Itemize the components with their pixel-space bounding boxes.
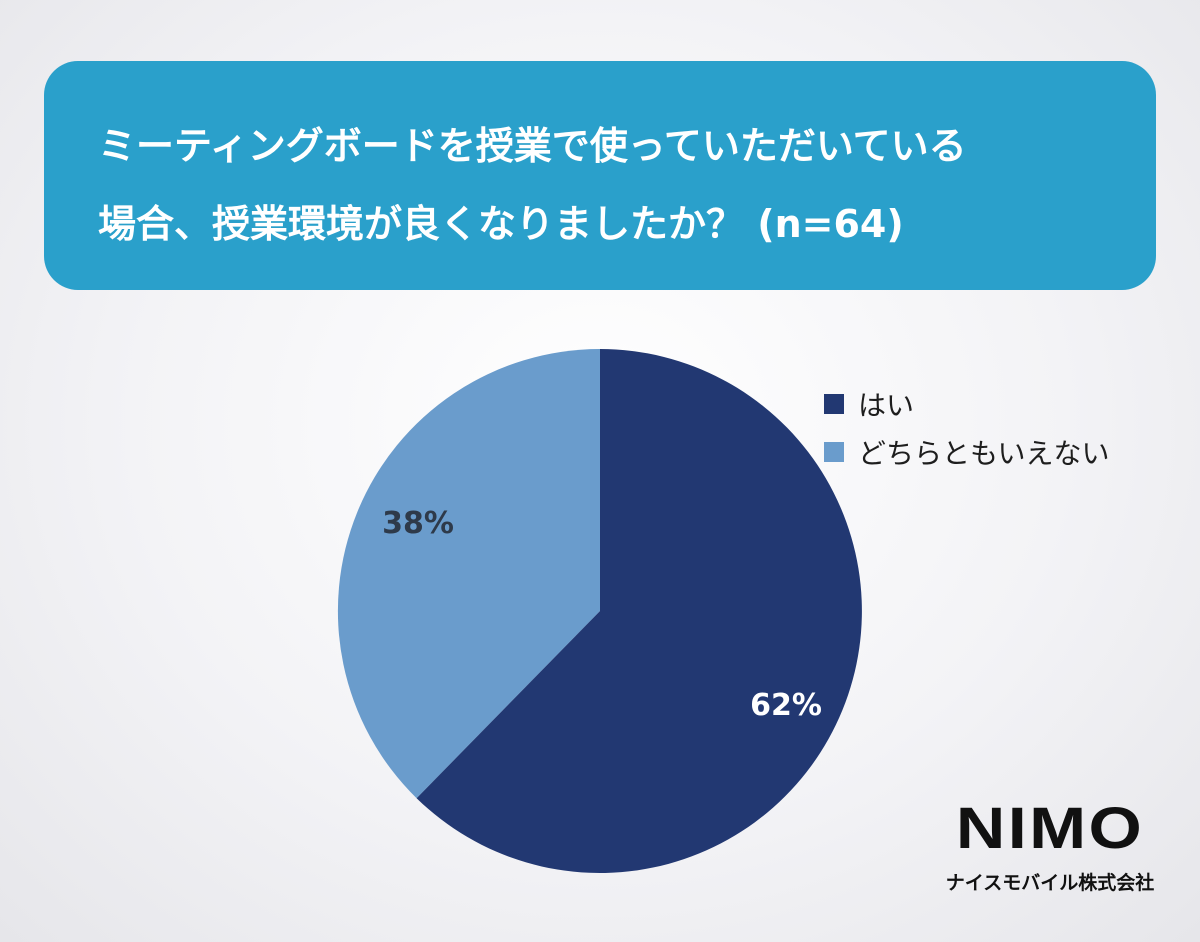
- legend-label: はい: [858, 389, 915, 422]
- legend-item-neutral: どちらともいえない: [824, 428, 1109, 476]
- pie-slice-yes: [416, 349, 862, 873]
- legend: はい どちらともいえない: [824, 380, 1109, 476]
- legend-label: どちらともいえない: [858, 437, 1110, 470]
- legend-item-yes: はい: [824, 380, 1109, 428]
- pie-slice-neutral: [337, 349, 600, 799]
- company-logo: NIMO ナイスモバイル株式会社: [940, 800, 1160, 895]
- title-banner: ミーティングボードを授業で使っていただいている 場合、授業環境が良くなりましたか…: [44, 61, 1156, 290]
- legend-swatch-neutral: [824, 442, 844, 462]
- pie-label-yes: 62%: [750, 688, 822, 723]
- logo-company-name: ナイスモバイル株式会社: [945, 872, 1155, 894]
- legend-swatch-yes: [824, 394, 844, 414]
- title-line-2: 場合、授業環境が良くなりましたか？ (n=64): [98, 202, 904, 246]
- logo-wordmark: NIMO: [955, 796, 1145, 861]
- pie-label-neutral: 38%: [382, 506, 454, 541]
- title-line-1: ミーティングボードを授業で使っていただいている: [98, 124, 967, 168]
